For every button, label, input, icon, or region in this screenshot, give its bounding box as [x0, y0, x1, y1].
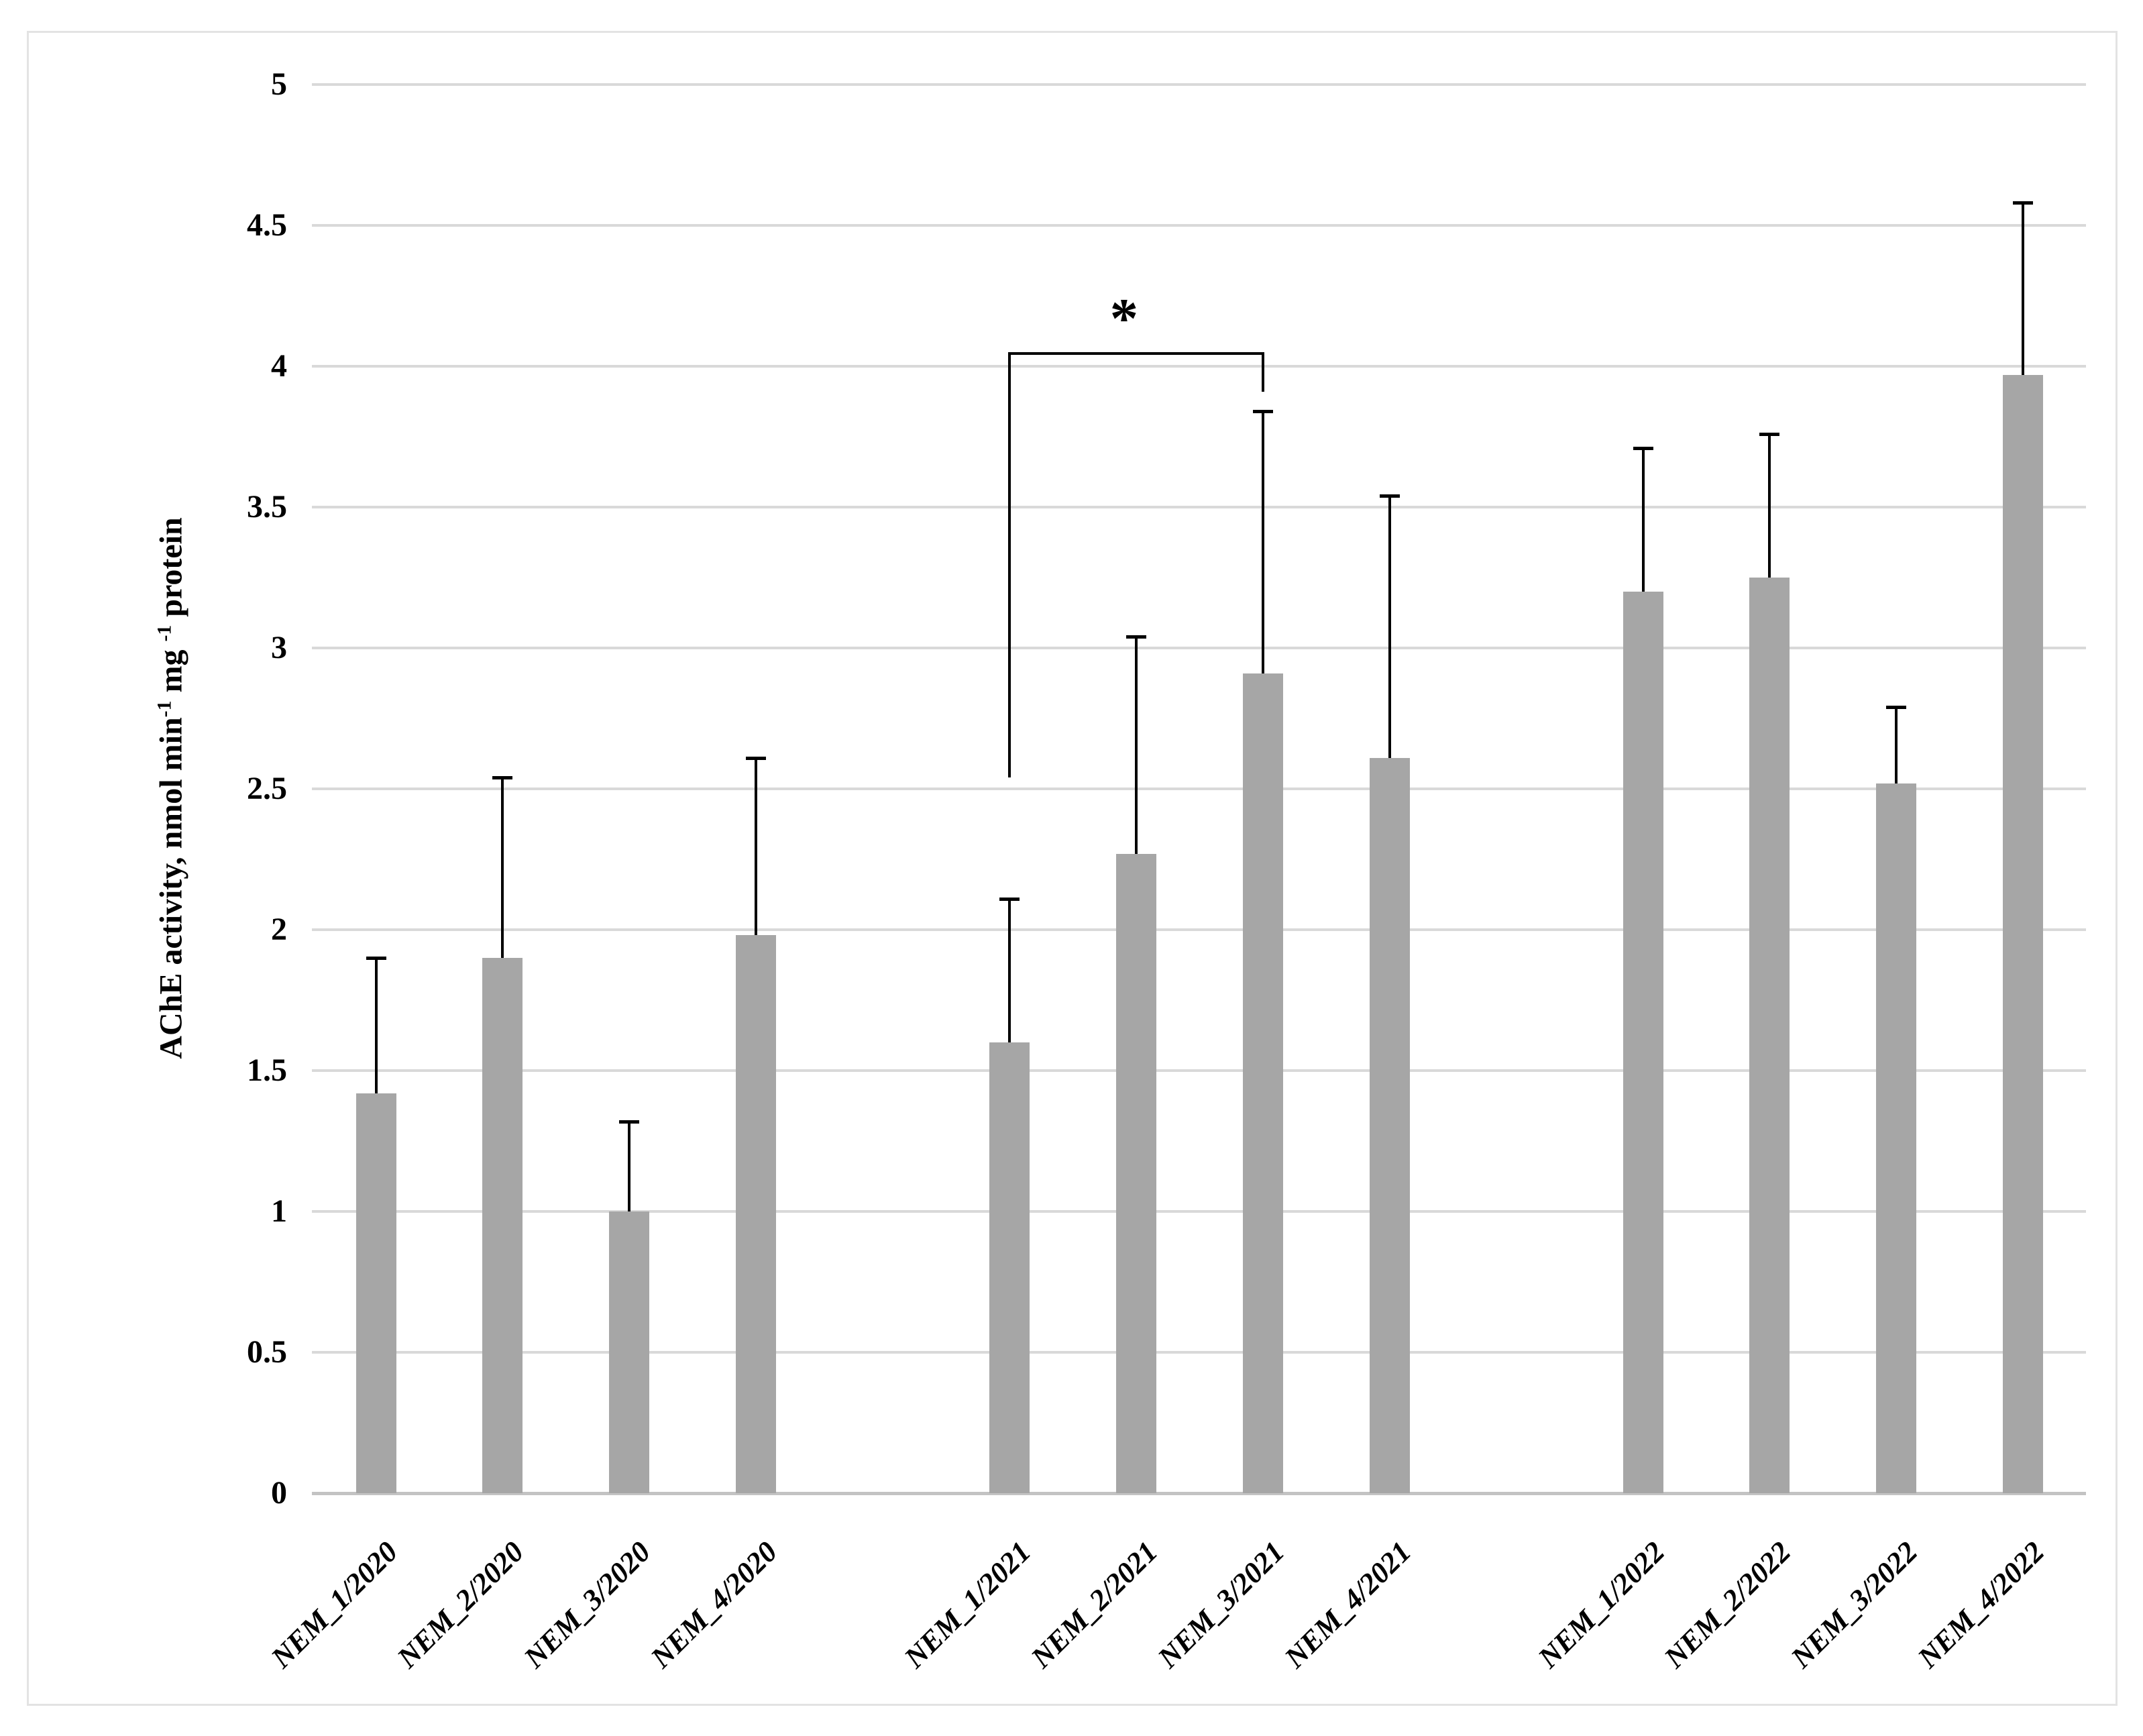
- gridline: [312, 1210, 2086, 1213]
- error-bar: [1388, 496, 1391, 758]
- error-bar: [1008, 898, 1011, 1042]
- error-bar: [374, 958, 378, 1093]
- figure-border: [27, 31, 2118, 1706]
- error-bar-cap: [619, 1120, 640, 1124]
- y-tick-label: 2.5: [247, 771, 287, 806]
- y-axis-title-run: protein: [153, 517, 189, 625]
- y-tick-label: 4: [271, 348, 287, 384]
- gridline: [312, 224, 2086, 227]
- gridline: [312, 365, 2086, 368]
- error-bar-cap: [492, 776, 513, 780]
- significance-asterisk: *: [1109, 287, 1139, 350]
- bar: [1369, 757, 1410, 1493]
- y-tick-label: 4.5: [247, 207, 287, 243]
- gridline: [312, 1069, 2086, 1072]
- bar: [355, 1093, 396, 1493]
- bar: [1242, 673, 1283, 1493]
- y-tick-label: 3.5: [247, 489, 287, 525]
- error-bar: [501, 777, 504, 958]
- bar: [1623, 592, 1663, 1493]
- error-bar: [1895, 707, 1898, 783]
- bar: [989, 1042, 1030, 1493]
- error-bar: [628, 1121, 631, 1211]
- y-tick-label: 1.5: [247, 1052, 287, 1088]
- error-bar-cap: [1886, 706, 1907, 710]
- y-axis-title-superscript: -1: [153, 700, 176, 718]
- significance-bracket-right: [1261, 352, 1264, 392]
- gridline: [312, 83, 2086, 86]
- gridline: [312, 928, 2086, 931]
- error-bar: [1641, 447, 1645, 592]
- y-tick-label: 5: [271, 66, 287, 102]
- y-tick-label: 0: [271, 1475, 287, 1511]
- y-tick-label: 3: [271, 630, 287, 665]
- significance-bracket-top: [1008, 352, 1264, 355]
- x-axis-line: [312, 1492, 2086, 1495]
- error-bar: [755, 757, 758, 936]
- bar: [1876, 783, 1917, 1493]
- error-bar-cap: [746, 756, 767, 760]
- error-bar-cap: [1379, 494, 1400, 498]
- error-bar-cap: [999, 897, 1020, 901]
- error-bar-cap: [1252, 410, 1273, 414]
- gridline: [312, 647, 2086, 649]
- error-bar-cap: [366, 957, 386, 960]
- gridline: [312, 788, 2086, 790]
- y-axis-title-text: AChE activity, nmol min-1 mg -1 protein: [153, 517, 189, 1059]
- error-bar-cap: [2013, 201, 2034, 205]
- significance-bracket-left: [1008, 352, 1011, 778]
- error-bar-cap: [1125, 635, 1146, 639]
- error-bar: [2022, 203, 2025, 375]
- y-tick-label: 2: [271, 912, 287, 947]
- y-tick-label: 1: [271, 1193, 287, 1229]
- error-bar: [1768, 433, 1771, 578]
- bar: [609, 1211, 650, 1493]
- error-bar-cap: [1633, 446, 1653, 450]
- y-axis-title-run: AChE activity, nmol min: [153, 717, 189, 1059]
- y-axis-title-superscript: -1: [153, 625, 176, 642]
- bar: [482, 958, 523, 1493]
- bar: [736, 935, 777, 1493]
- bar: [1749, 578, 1790, 1493]
- bar: [2003, 374, 2044, 1493]
- error-bar-cap: [1759, 432, 1780, 436]
- y-axis-title-run: mg: [153, 641, 189, 701]
- error-bar: [1134, 637, 1138, 854]
- y-tick-label: 0.5: [247, 1334, 287, 1370]
- bar: [1115, 853, 1156, 1493]
- error-bar: [1261, 411, 1264, 673]
- gridline: [312, 1351, 2086, 1354]
- gridline: [312, 506, 2086, 508]
